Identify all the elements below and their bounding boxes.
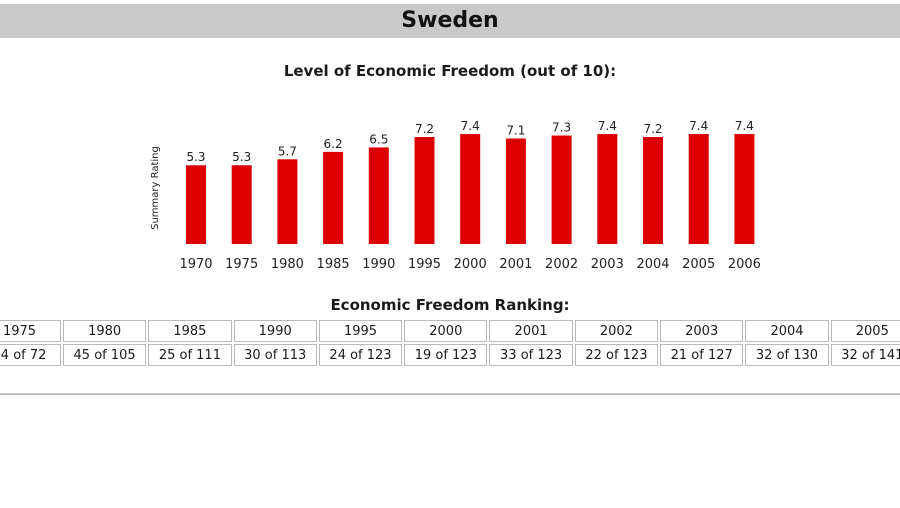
- value-label-2000: 7.4: [461, 119, 480, 133]
- ranking-year-cell: 2003: [660, 320, 744, 342]
- x-tick-label-1990: 1990: [362, 257, 395, 272]
- value-label-2001: 7.1: [506, 123, 525, 137]
- bar-1970: [186, 165, 206, 244]
- x-tick-label-2000: 2000: [454, 257, 487, 272]
- ranking-year-cell: 2001: [489, 320, 573, 342]
- ranking-value-cell: 19 of 123: [404, 344, 488, 366]
- ranking-year-cell: 1990: [233, 320, 317, 342]
- ranking-value-cell: 34 of 72: [0, 344, 61, 366]
- ranking-year-cell: 2000: [404, 320, 488, 342]
- x-tick-label-2001: 2001: [499, 257, 532, 272]
- value-label-2003: 7.4: [598, 119, 617, 133]
- value-label-2002: 7.3: [552, 121, 571, 135]
- x-tick-label-1980: 1980: [271, 257, 304, 272]
- bar-2006: [734, 134, 755, 244]
- ranking-year-cell: 1995: [318, 320, 403, 342]
- ranking-year-cell: 2004: [745, 320, 829, 342]
- bar-2005: [688, 134, 709, 244]
- ranking-title: Economic Freedom Ranking:: [330, 296, 570, 314]
- value-label-1975: 5.3: [232, 150, 251, 164]
- ranking-year-row: 1975 1980 1985 1990 1995 2000 2001 2002 2003 2004…: [0, 320, 900, 342]
- ranking-value-cell: 25 of 111: [148, 344, 232, 366]
- x-tick-label-2003: 2003: [591, 257, 624, 272]
- bar-1975: [231, 165, 252, 244]
- value-label-1970: 5.3: [186, 150, 205, 164]
- ranking-value-cell: 21 of 127: [660, 344, 744, 366]
- ranking-value-cell: 32 of 130: [745, 344, 829, 366]
- value-label-2006: 7.4: [735, 119, 754, 133]
- value-label-2004: 7.2: [643, 122, 662, 136]
- bar-2003: [597, 134, 618, 244]
- ranking-year-cell: 1980: [62, 320, 147, 342]
- country-title: Sweden: [401, 8, 499, 33]
- value-label-1985: 6.2: [324, 137, 343, 151]
- value-label-1995: 7.2: [415, 122, 434, 136]
- value-label-2005: 7.4: [689, 119, 708, 133]
- bar-chart: Summary Rating 5.3 1970 5.3 1975 5.7 1980 6.2 19…: [150, 119, 761, 272]
- bar-2002: [551, 135, 572, 244]
- x-tick-label-2002: 2002: [545, 257, 578, 272]
- ranking-table-container: 1975 1980 1985 1990 1995 2000 2001 2002 2003 2004…: [0, 318, 900, 395]
- x-tick-label-1970: 1970: [179, 257, 212, 272]
- ranking-table: 1975 1980 1985 1990 1995 2000 2001 2002 2003 2004…: [0, 318, 900, 368]
- x-tick-label-2006: 2006: [728, 257, 761, 272]
- value-label-1980: 5.7: [278, 144, 297, 158]
- bar-2004: [643, 137, 663, 244]
- ranking-year-cell: 2005: [830, 320, 900, 342]
- ranking-value-cell: 32 of 141: [830, 344, 900, 366]
- bar-1990: [368, 147, 389, 244]
- x-tick-label-2005: 2005: [682, 257, 715, 272]
- x-tick-label-1975: 1975: [225, 257, 258, 272]
- bar-2001: [505, 138, 526, 244]
- x-tick-label-1995: 1995: [408, 257, 441, 272]
- ranking-value-cell: 33 of 123: [489, 344, 573, 366]
- x-tick-label-1985: 1985: [317, 257, 350, 272]
- bar-2000: [460, 134, 481, 244]
- ranking-year-cell: 2002: [574, 320, 659, 342]
- bar-1985: [323, 151, 344, 244]
- ranking-value-cell: 30 of 113: [233, 344, 317, 366]
- divider-line: [0, 393, 900, 394]
- bar-1980: [277, 159, 298, 244]
- y-axis-label: Summary Rating: [150, 146, 161, 230]
- value-label-1990: 6.5: [369, 132, 388, 146]
- ranking-value-cell: 24 of 123: [318, 344, 403, 366]
- page-header: Sweden: [0, 4, 900, 38]
- ranking-value-cell: 22 of 123: [574, 344, 659, 366]
- ranking-value-cell: 45 of 105: [62, 344, 147, 366]
- ranking-year-cell: 1985: [148, 320, 232, 342]
- x-tick-label-2004: 2004: [636, 257, 669, 272]
- ranking-year-cell: 1975: [0, 320, 61, 342]
- bar-1995: [414, 137, 435, 244]
- chart-title: Level of Economic Freedom (out of 10):: [283, 62, 617, 80]
